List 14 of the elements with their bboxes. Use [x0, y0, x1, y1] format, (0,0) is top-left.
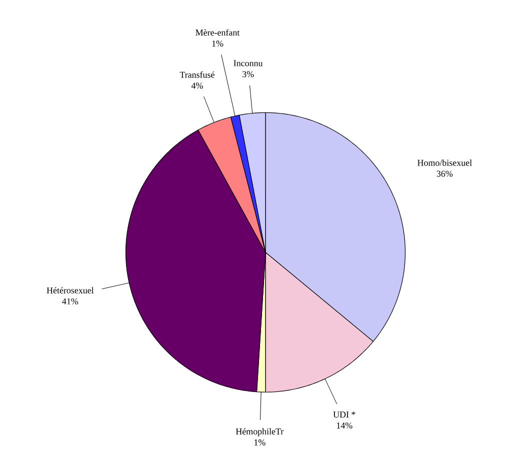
slice-label: Mère-enfant	[196, 29, 240, 36]
data-label: 36%	[436, 170, 453, 177]
slice-label: Transfusé	[180, 71, 214, 78]
data-label: 1%	[254, 439, 266, 446]
slice-label: UDI *	[333, 412, 356, 418]
data-label: 14%	[336, 422, 352, 429]
slice-label: Inconnu	[234, 60, 263, 66]
slice-label: Hétérosexuel	[46, 287, 94, 294]
slice-label: HémophileTr	[236, 428, 284, 436]
data-label: 1%	[212, 40, 224, 47]
data-label: 4%	[191, 82, 203, 89]
data-label: 41%	[62, 298, 78, 304]
data-label: 3%	[242, 71, 254, 78]
slice-label: Homo/bisexuel	[418, 160, 472, 166]
